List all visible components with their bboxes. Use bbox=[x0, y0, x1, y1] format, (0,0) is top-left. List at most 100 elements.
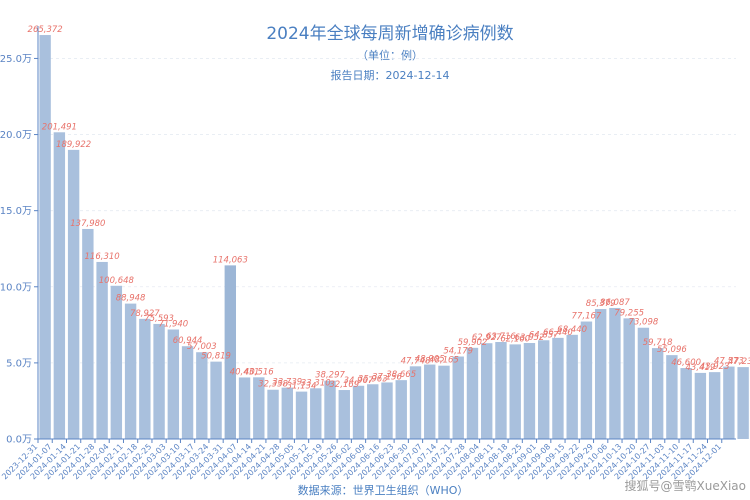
data-label: 59,902 bbox=[458, 338, 488, 348]
data-label: 57,003 bbox=[187, 342, 217, 352]
bar bbox=[295, 391, 308, 439]
data-label: 48,165 bbox=[429, 356, 459, 366]
data-label: 59,718 bbox=[643, 338, 673, 348]
data-label: 75,593 bbox=[144, 314, 174, 324]
data-label: 48,905 bbox=[415, 355, 445, 365]
data-label: 43,923 bbox=[700, 362, 730, 372]
bar bbox=[580, 321, 593, 439]
data-label: 85,379 bbox=[586, 299, 616, 309]
bar bbox=[367, 384, 379, 439]
data-label: 63,716 bbox=[486, 332, 516, 342]
data-label: 55,096 bbox=[657, 345, 687, 355]
data-label: 47,748 bbox=[401, 356, 431, 366]
data-label: 265,372 bbox=[28, 25, 63, 35]
data-source: 数据来源：世界卫生组织（WHO） bbox=[298, 483, 469, 497]
bar bbox=[96, 261, 108, 439]
bar bbox=[210, 361, 222, 439]
y-tick-label: 10.0万 bbox=[0, 282, 32, 293]
data-label: 86,087 bbox=[600, 298, 630, 308]
bar bbox=[352, 385, 365, 439]
bar bbox=[637, 327, 650, 439]
data-label: 100,648 bbox=[99, 276, 135, 286]
bar bbox=[723, 366, 735, 439]
report-date: 报告日期：2024-12-14 bbox=[331, 68, 450, 82]
bar bbox=[537, 340, 550, 439]
bar bbox=[167, 329, 180, 439]
data-label: 32,169 bbox=[329, 380, 359, 390]
bar bbox=[196, 352, 208, 439]
data-label: 71,940 bbox=[158, 319, 188, 329]
watermark: 搜狐号@雪鹗XueXiao bbox=[625, 478, 746, 493]
bars bbox=[39, 35, 749, 439]
bar bbox=[680, 368, 692, 439]
y-tick-label: 15.0万 bbox=[0, 206, 32, 217]
y-tick-label: 0.0万 bbox=[6, 435, 32, 446]
y-tick-label: 20.0万 bbox=[0, 130, 32, 141]
data-label: 78,927 bbox=[130, 309, 160, 319]
bar bbox=[481, 343, 493, 439]
data-label: 32,358 bbox=[258, 380, 288, 390]
bar bbox=[82, 228, 94, 439]
bar bbox=[495, 342, 507, 439]
bar bbox=[651, 348, 664, 439]
bar bbox=[267, 389, 279, 439]
bar bbox=[181, 346, 194, 439]
data-label: 50,819 bbox=[201, 352, 231, 362]
y-axis-ticks: 0.0万 5.0万 10.0万 15.0万 20.0万 25.0万 bbox=[0, 54, 38, 446]
data-label: 68,440 bbox=[557, 325, 587, 335]
data-label: 60,944 bbox=[173, 336, 203, 346]
data-label: 38,297 bbox=[315, 371, 345, 381]
bar bbox=[623, 318, 635, 439]
y-tick-label: 25.0万 bbox=[0, 54, 32, 65]
data-label: 38,665 bbox=[386, 370, 416, 380]
data-label: 63,052 bbox=[515, 333, 545, 343]
bar bbox=[324, 380, 336, 439]
bar bbox=[238, 377, 251, 439]
data-label: 77,167 bbox=[572, 312, 602, 322]
data-labels: 265,372 201,491 189,922 137,980 116,310 100,6… bbox=[28, 25, 750, 392]
data-label: 34,967 bbox=[344, 376, 374, 386]
bar bbox=[395, 380, 407, 439]
data-label: 40,431 bbox=[230, 367, 260, 377]
data-label: 189,922 bbox=[56, 140, 91, 150]
data-label: 31,134 bbox=[287, 382, 317, 392]
bar bbox=[153, 323, 165, 439]
bar bbox=[523, 343, 536, 439]
data-label: 37,156 bbox=[372, 372, 402, 382]
bar bbox=[509, 344, 521, 439]
chart-unit: （单位：例） bbox=[357, 48, 423, 62]
data-label: 46,600 bbox=[671, 358, 701, 368]
chart-title: 2024年全球每周新增确诊病例数 bbox=[266, 24, 513, 44]
data-label: 64,857 bbox=[529, 330, 559, 340]
bar bbox=[253, 377, 265, 439]
bar bbox=[594, 309, 607, 439]
y-tick-label: 5.0万 bbox=[6, 358, 32, 369]
data-label: 137,980 bbox=[70, 219, 105, 229]
bar bbox=[609, 307, 621, 439]
data-label: 116,310 bbox=[85, 252, 120, 262]
data-label: 33,310 bbox=[301, 378, 331, 388]
data-label: 66,440 bbox=[543, 328, 573, 338]
bar bbox=[708, 372, 721, 439]
bar bbox=[310, 388, 322, 439]
bar bbox=[737, 367, 749, 439]
data-label: 88,948 bbox=[116, 294, 146, 304]
bar bbox=[67, 149, 80, 439]
data-label: 79,255 bbox=[614, 308, 644, 318]
data-label: 35,963 bbox=[358, 374, 388, 384]
bar bbox=[424, 364, 436, 439]
bar bbox=[552, 337, 564, 439]
bar bbox=[39, 35, 51, 439]
bar bbox=[566, 334, 578, 439]
data-label: 54,179 bbox=[443, 347, 473, 357]
data-label: 114,063 bbox=[213, 255, 248, 265]
data-label: 43,419 bbox=[686, 363, 716, 373]
bar bbox=[381, 382, 393, 439]
bar bbox=[409, 366, 422, 439]
data-label: 47,573 bbox=[714, 357, 744, 367]
bar bbox=[281, 387, 293, 439]
data-label: 73,098 bbox=[629, 318, 659, 328]
bar bbox=[694, 372, 707, 439]
data-label: 201,491 bbox=[42, 122, 77, 132]
